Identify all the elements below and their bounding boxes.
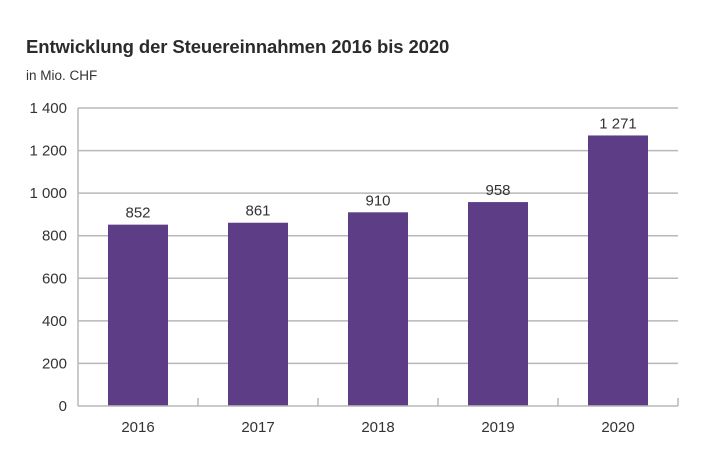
y-tick-label: 400 — [42, 313, 67, 330]
y-tick-label: 800 — [42, 228, 67, 245]
x-tick-label: 2018 — [361, 419, 394, 436]
bar-2020 — [588, 135, 648, 407]
bar-2019 — [468, 202, 528, 406]
data-label-2018: 910 — [365, 192, 390, 209]
chart-subtitle: in Mio. CHF — [26, 68, 98, 83]
y-tick-label: 600 — [42, 270, 67, 287]
y-tick-label: 1 000 — [29, 185, 67, 202]
y-tick-label: 1 400 — [29, 100, 67, 117]
y-axis-ticks: 0 200 400 600 800 1 000 1 200 1 400 — [29, 100, 67, 415]
y-tick-label: 1 200 — [29, 143, 67, 160]
x-tick-label: 2016 — [121, 419, 154, 436]
x-tick-label: 2017 — [241, 419, 274, 436]
y-tick-label: 200 — [42, 355, 67, 372]
bar-2016 — [108, 224, 168, 406]
data-label-2016: 852 — [125, 205, 150, 222]
y-tick-label: 0 — [59, 398, 67, 415]
x-tick-label: 2020 — [601, 419, 634, 436]
data-label-2017: 861 — [245, 203, 270, 220]
axes — [77, 108, 679, 407]
data-label-2019: 958 — [485, 182, 510, 199]
gridlines — [78, 107, 678, 365]
data-labels: 852 861 910 958 1 271 — [125, 115, 636, 221]
bar-2018 — [348, 212, 408, 406]
chart-title: Entwicklung der Steuereinnahmen 2016 bis… — [26, 36, 450, 57]
data-label-2020: 1 271 — [599, 115, 637, 132]
x-axis-ticks: 2016 2017 2018 2019 2020 — [121, 419, 634, 436]
bars — [108, 135, 648, 407]
bar-2017 — [228, 222, 288, 406]
x-tick-label: 2019 — [481, 419, 514, 436]
